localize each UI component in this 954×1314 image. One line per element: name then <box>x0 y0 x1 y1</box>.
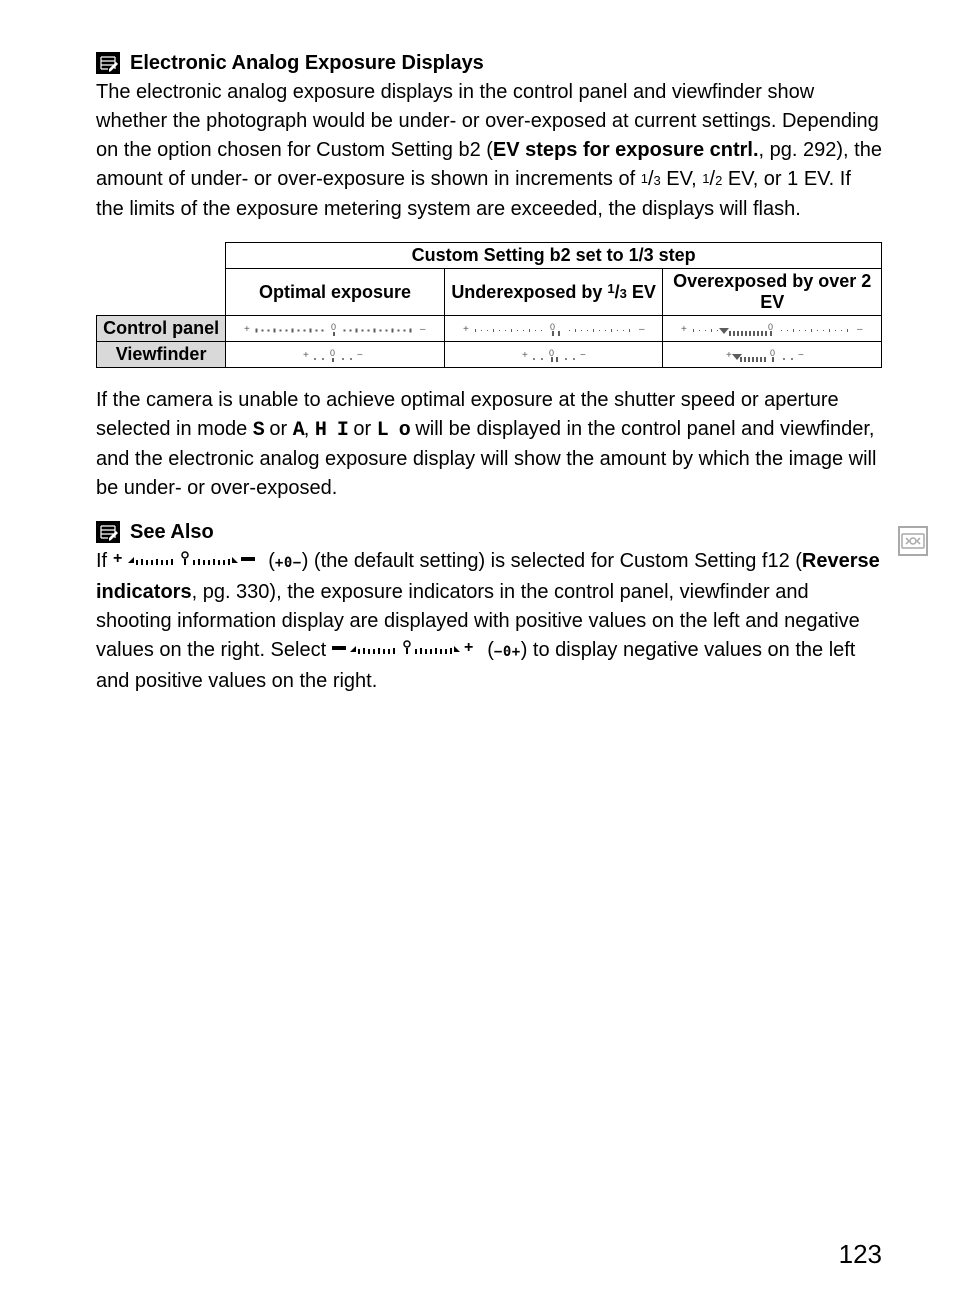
svg-text:+: + <box>113 550 122 567</box>
frac-den: 3 <box>654 173 661 188</box>
row-label: Viewfinder <box>97 342 226 368</box>
svg-text:+: + <box>522 350 528 361</box>
mode-s: S <box>253 416 264 445</box>
mode-lo: L o <box>377 416 410 445</box>
vf-over: + 0 − <box>663 342 882 368</box>
svg-text:–: – <box>857 324 863 335</box>
svg-text:+: + <box>303 350 309 361</box>
row-label: Control panel <box>97 316 226 342</box>
svg-text:+: + <box>244 324 250 335</box>
frac-num: 1 <box>641 171 648 186</box>
table-caption: Custom Setting b2 set to 1/3 step <box>226 243 882 269</box>
svg-text:0: 0 <box>550 322 555 332</box>
col-header: Overexposed by over 2 EV <box>663 269 882 316</box>
t: , <box>304 418 315 440</box>
mode-a: A <box>293 416 304 445</box>
svg-text:0: 0 <box>770 348 775 358</box>
svg-text:0: 0 <box>768 322 773 332</box>
svg-text:–: – <box>639 324 645 335</box>
exposure-table: Custom Setting b2 set to 1/3 step Optima… <box>96 242 882 368</box>
note-icon <box>96 52 120 74</box>
vf-under: + 0 − <box>444 342 663 368</box>
vf-optimal: + 0 − <box>226 342 445 368</box>
section2-paragraph: If the camera is unable to achieve optim… <box>96 386 882 503</box>
note-icon <box>96 521 120 543</box>
mode-hi: H I <box>315 416 348 445</box>
svg-text:−: − <box>798 350 804 361</box>
indicator-minus-plus: + <box>332 636 482 665</box>
svg-text:−: − <box>357 350 363 361</box>
ev-steps-bold: EV steps for exposure cntrl. <box>493 139 759 161</box>
t: or <box>264 418 293 440</box>
col-header: Underexposed by 1/3 EV <box>444 269 663 316</box>
section1-paragraph: The electronic analog exposure displays … <box>96 78 882 224</box>
cp-optimal: + 0 – <box>226 316 445 342</box>
page-number: 123 <box>839 1239 882 1270</box>
svg-text:0: 0 <box>330 348 335 358</box>
frac-num: 1 <box>702 171 709 186</box>
svg-text:+: + <box>464 639 473 656</box>
svg-text:+: + <box>681 324 687 335</box>
svg-text:+: + <box>463 324 469 335</box>
seealso-heading: See Also <box>130 517 214 547</box>
cp-over: + 0 – <box>663 316 882 342</box>
t: ) (the default setting) is selected for … <box>302 550 802 572</box>
seealso-paragraph: If + (+0−) (the default setting) is sele… <box>96 547 882 696</box>
cp-under: + 0 – <box>444 316 663 342</box>
t: If <box>96 550 113 572</box>
frac-den: 3 <box>620 286 627 301</box>
indicator-plus-minus: + <box>113 547 263 576</box>
svg-text:0: 0 <box>331 322 336 332</box>
svg-text:–: – <box>420 324 426 335</box>
metering-mode-icon <box>898 526 928 556</box>
col-header: Optimal exposure <box>226 269 445 316</box>
svg-text:−: − <box>580 350 586 361</box>
svg-text:0: 0 <box>549 348 554 358</box>
t: EV, <box>661 168 703 190</box>
t: or <box>348 418 377 440</box>
frac-num: 1 <box>607 281 614 296</box>
indicator-label-1: +0− <box>275 555 302 571</box>
indicator-label-2: −0+ <box>494 644 521 660</box>
svg-text:+: + <box>726 350 732 361</box>
section1-heading: Electronic Analog Exposure Displays <box>130 48 484 78</box>
